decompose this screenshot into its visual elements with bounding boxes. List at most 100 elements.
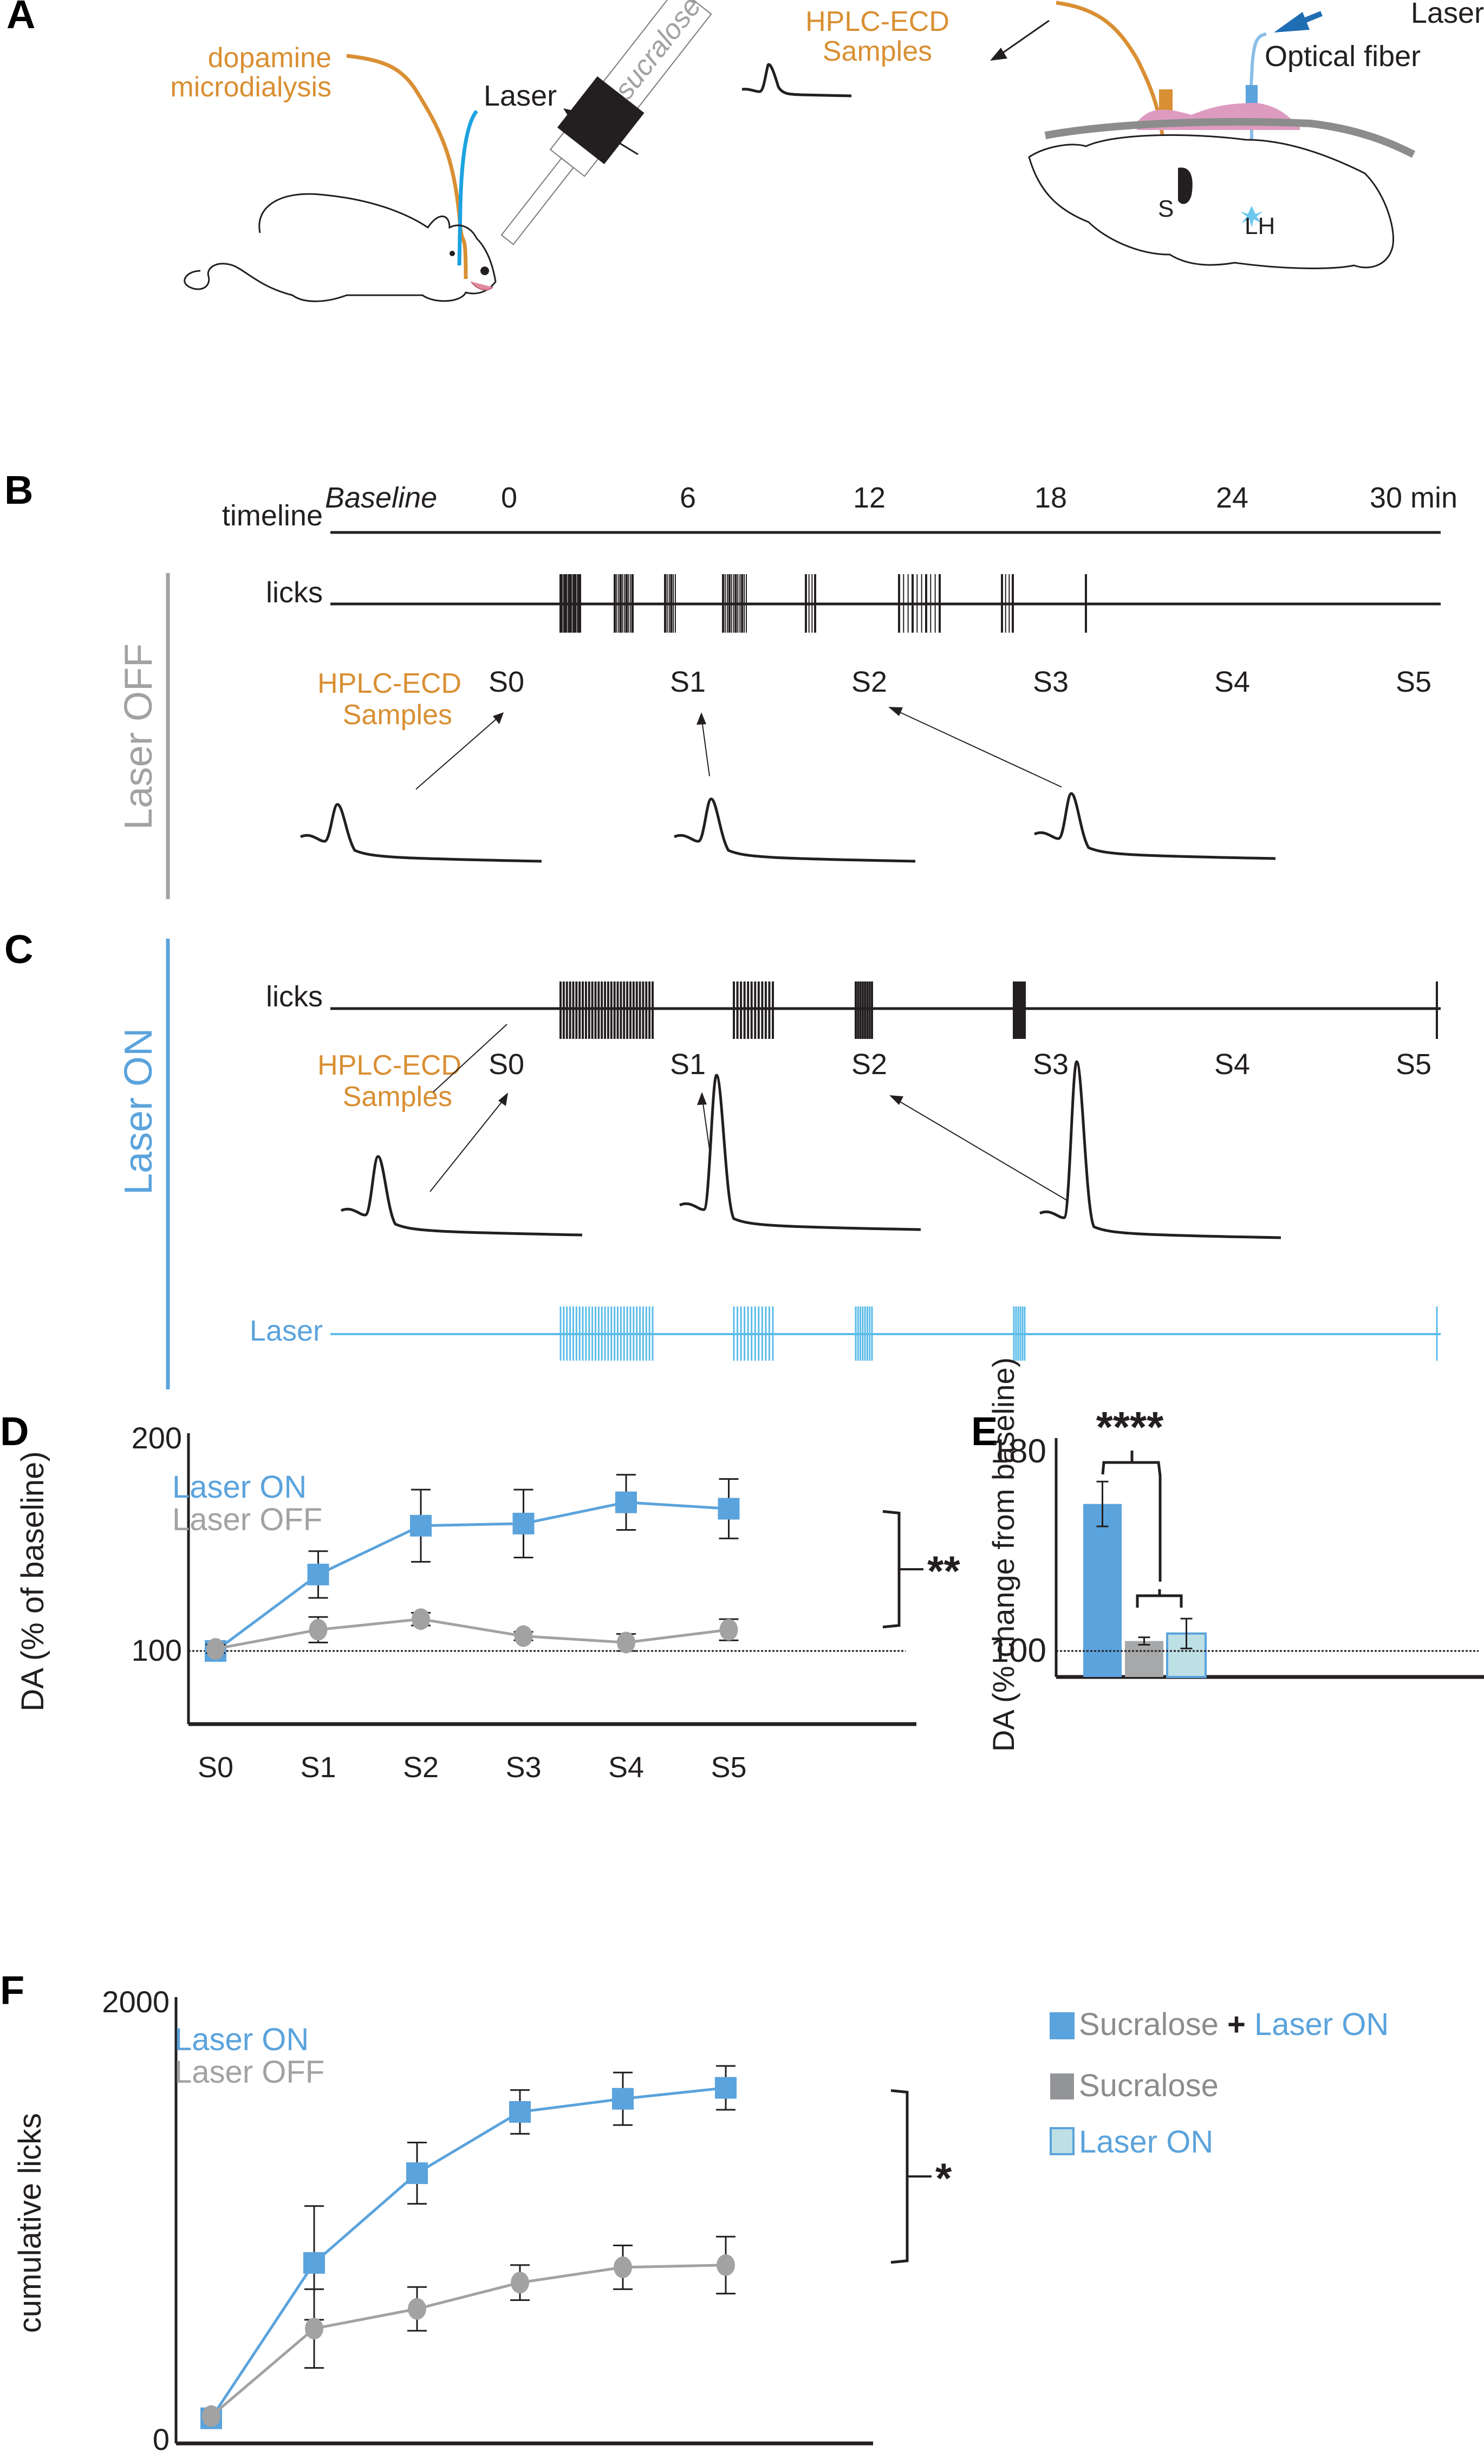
region-lh-label: LH xyxy=(1245,213,1275,239)
y-axis-label: DA (% of baseline) xyxy=(15,1451,50,1711)
legend-swatch-laser-on xyxy=(1050,2127,1075,2155)
region-s-label: S xyxy=(1158,196,1174,222)
legend-laser-off: Laser OFF xyxy=(172,1502,322,1537)
timeline-label: timeline xyxy=(222,499,323,532)
panel-letter-d: D xyxy=(0,1409,29,1454)
significance-label: ** xyxy=(927,1547,960,1595)
data-point-laser-off xyxy=(719,1618,738,1641)
laser-raster-c xyxy=(559,1306,1438,1361)
time-tick-label: 18 xyxy=(1034,482,1067,514)
chromatogram xyxy=(340,1155,583,1237)
legend-label-part: Sucralose xyxy=(1079,2068,1219,2103)
legend-label: Sucralose xyxy=(1079,2068,1219,2103)
y-tick-label: 2000 xyxy=(102,1985,170,2019)
hplc-arrow-a xyxy=(999,19,1050,56)
chromatogram xyxy=(679,1074,921,1231)
mouse-nose xyxy=(480,266,489,275)
series-line-laser-off xyxy=(210,2264,726,2417)
laser-stimulation-icon xyxy=(1240,206,1263,227)
series-line-laser-on xyxy=(210,2086,726,2419)
hplc-label-2-a: Samples xyxy=(823,36,932,67)
data-point-laser-off xyxy=(309,1618,328,1641)
chromatograms-c xyxy=(340,1060,1281,1239)
laser-top-label: Laser xyxy=(1411,0,1484,29)
data-point-laser-on xyxy=(612,2088,634,2110)
legend-swatch-sucralose xyxy=(1050,2073,1074,2099)
lick-raster-c xyxy=(559,981,1438,1039)
legend-swatch-sucralose-laser xyxy=(1050,2012,1075,2039)
panel-letter-e: E xyxy=(971,1409,998,1454)
data-point-laser-off xyxy=(412,1608,430,1630)
x-tick-label: S2 xyxy=(403,1751,439,1784)
hplc-label-1-b: HPLC-ECD xyxy=(317,668,461,699)
panel-letter-f: F xyxy=(0,1968,24,2013)
data-point-laser-off xyxy=(614,2256,632,2278)
significance-bracket-top xyxy=(1101,1461,1162,1582)
chromatogram xyxy=(673,797,916,863)
chromatogram xyxy=(1039,1060,1281,1239)
laser-off-label: Laser OFF xyxy=(117,643,160,830)
data-point-laser-on xyxy=(715,2077,737,2099)
sample-label: S4 xyxy=(1214,1048,1250,1081)
sample-label: S5 xyxy=(1396,1048,1431,1081)
chromatogram xyxy=(1033,792,1276,860)
legend-label-part: + xyxy=(1219,2007,1254,2042)
data-point-laser-off xyxy=(305,2317,323,2339)
licks-label-c: licks xyxy=(266,980,323,1013)
bottle-label: sucralose xyxy=(608,0,707,105)
skull xyxy=(1044,118,1416,158)
dialysis-label-1: dopamine xyxy=(208,42,331,74)
y-tick-label: 200 xyxy=(132,1421,182,1455)
sample-label: S0 xyxy=(489,666,524,698)
legend-label: Laser ON xyxy=(1079,2124,1213,2160)
hplc-arrowhead-a xyxy=(990,48,1007,61)
significance-label: **** xyxy=(1096,1403,1164,1451)
laser-on-label: Laser ON xyxy=(117,1028,160,1195)
panel-d: D 100 200 DA (% of baseline) S0 S1 S2 S3 S4 S5 La… xyxy=(0,1409,960,1784)
data-point-laser-on xyxy=(303,2252,325,2274)
data-point-laser-off xyxy=(408,2298,426,2320)
arrows-b xyxy=(415,707,1062,790)
chart-d: 100 200 DA (% of baseline) S0 S1 S2 S3 S4 S5 Lase… xyxy=(15,1421,960,1784)
data-point-laser-on xyxy=(512,1512,535,1535)
hplc-label-1-a: HPLC-ECD xyxy=(805,6,949,37)
legend-laser-on: Laser ON xyxy=(174,2022,309,2057)
series-line-laser-off xyxy=(215,1617,729,1650)
brain-outline xyxy=(1028,134,1395,269)
laser-label-c: Laser xyxy=(250,1315,323,1347)
bar xyxy=(1166,1632,1207,1679)
dialysis-label-2: microdialysis xyxy=(170,71,331,103)
sample-label: S2 xyxy=(851,1048,887,1081)
sample-labels-b: S0 S1 S2 S3 S4 S5 xyxy=(489,666,1431,698)
time-tick-label: 6 xyxy=(680,482,696,514)
sample-label: S5 xyxy=(1396,666,1431,698)
sample-label: S2 xyxy=(851,666,887,698)
licks-label-b: licks xyxy=(266,576,323,609)
data-point-laser-off xyxy=(514,1625,533,1647)
laser-label: Laser xyxy=(484,80,557,112)
data-point-laser-on xyxy=(307,1563,329,1585)
time-tick-label: 24 xyxy=(1216,482,1248,514)
baseline-label: Baseline xyxy=(325,482,437,514)
timeline-ticks: 0 6 12 18 24 30 min xyxy=(501,482,1457,514)
sample-label: S3 xyxy=(1033,666,1069,698)
y-tick-label: 100 xyxy=(991,1632,1046,1669)
hplc-label-2-c: Samples xyxy=(343,1081,452,1113)
chromatograms-b xyxy=(300,792,1276,863)
optical-fiber-mouse xyxy=(457,109,478,266)
legend-label-part: Sucralose xyxy=(1079,2007,1219,2042)
arrows-c xyxy=(433,1024,507,1093)
significance-bracket-bottom xyxy=(1136,1589,1183,1608)
time-tick-label: 30 min xyxy=(1370,482,1457,514)
bar xyxy=(1125,1641,1163,1677)
sample-label: S3 xyxy=(1033,1048,1069,1081)
legend-label-part: Laser ON xyxy=(1079,2124,1213,2160)
arrows-c-real xyxy=(429,1092,1068,1201)
chromatogram xyxy=(300,803,542,863)
x-tick-label: S4 xyxy=(608,1751,644,1784)
